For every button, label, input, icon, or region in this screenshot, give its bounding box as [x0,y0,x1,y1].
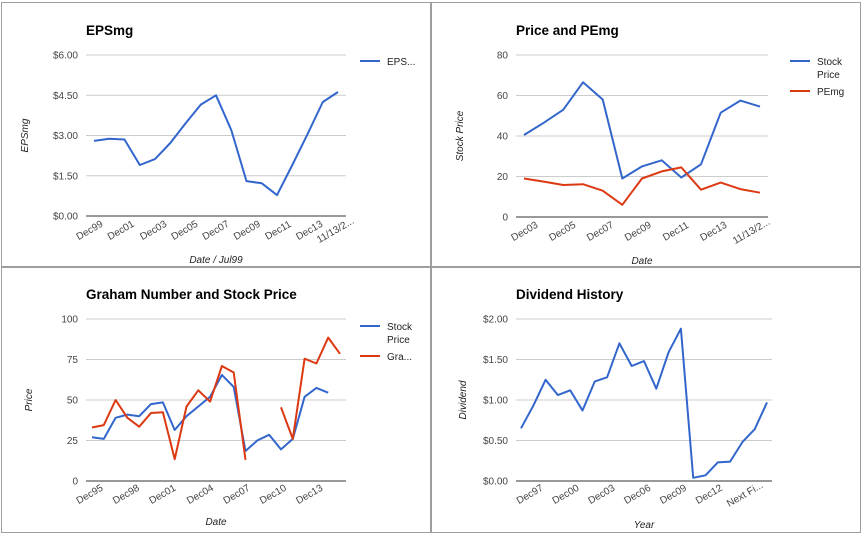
x-tick-label: Dec95 [75,483,106,507]
x-tick-label: Dec97 [515,483,546,507]
x-tick-label: 11/13/2... [731,217,772,247]
x-tick-label: Dec09 [623,220,654,244]
x-tick-label: Dec05 [547,220,578,244]
y-tick-label: $1.00 [483,396,508,407]
y-tick-label: $0.50 [483,436,508,447]
y-axis-title: Dividend [458,380,469,419]
x-tick-label: Dec07 [222,483,253,507]
x-tick-label: Dec11 [661,220,691,244]
y-axis-title: EPSmg [20,118,31,152]
chart-svg: EPSmg $0.00 $1.50 $3.00 $4.50 $6.00 Dec99 Dec01… [20,23,415,266]
y-tick-label: 100 [61,315,78,326]
y-tick-label: $3.00 [53,131,78,142]
x-tick-label: Dec11 [264,219,294,243]
chart-title: Graham Number and Stock Price [86,287,297,302]
x-tick-label: Dec13 [294,483,325,507]
chart-title: EPSmg [86,23,133,38]
y-tick-label: $4.50 [53,91,78,102]
y-tick-label: $0.00 [483,477,508,488]
y-tick-label: 60 [497,91,509,102]
series-line-0 [91,373,329,452]
x-tick-label: Dec03 [587,483,618,507]
x-tick-label: Dec01 [106,219,137,243]
x-axis-title: Date [205,517,227,528]
x-tick-label: Dec09 [232,219,263,243]
eps-chart-panel: EPSmg $0.00 $1.50 $3.00 $4.50 $6.00 Dec99 Dec01… [1,2,431,267]
x-tick-label: Next Fi... [725,480,765,510]
dividend-chart-panel: Dividend History $0.00 $0.50 $1.00 $1.50 $2.0… [431,267,861,533]
y-tick-label: 40 [497,132,509,143]
chart-svg: Price and PEmg 0 20 40 60 80 Dec03 Dec05 Dec07 De… [455,23,844,266]
series-line-1 [523,166,761,206]
x-tick-label: Dec03 [138,219,169,243]
x-tick-label: Dec98 [111,483,142,507]
graham-chart-panel: Graham Number and Stock Price 0 25 50 75 100 D… [1,267,431,533]
x-tick-label: Dec10 [258,483,289,507]
y-axis-title: Stock Price [455,110,466,161]
x-axis-title: Date [631,256,653,266]
x-tick-label: Dec09 [658,483,689,507]
y-tick-label: $0.00 [53,212,78,223]
x-tick-label: Dec99 [75,219,106,243]
legend-label: Stock Price [387,322,413,346]
x-tick-label: Dec03 [510,220,541,244]
x-tick-label: Dec05 [170,219,201,243]
y-tick-label: $6.00 [53,51,78,62]
legend-label: PEmg [817,87,844,98]
y-tick-label: 0 [72,477,78,488]
y-tick-label: $2.00 [483,315,508,326]
x-tick-label: Dec07 [585,220,616,244]
chart-svg: Dividend History $0.00 $0.50 $1.00 $1.50 $2.0… [458,287,772,531]
x-tick-label: Dec06 [622,483,653,507]
x-axis-title: Date / Jul99 [189,255,243,266]
x-tick-label: Dec04 [185,483,216,507]
y-tick-label: 0 [502,213,508,224]
y-axis-title: Price [24,388,35,411]
series-line-1 [91,336,341,461]
series-line-0 [520,327,768,479]
x-tick-label: Dec12 [694,483,725,507]
chart-title: Price and PEmg [516,23,619,38]
x-tick-label: Dec00 [551,483,582,507]
x-tick-label: Dec13 [699,220,730,244]
x-axis-title: Year [634,520,655,531]
legend-label: Gra... [387,352,412,363]
x-tick-label: 11/13/2... [315,216,356,246]
legend-label: EPS... [387,57,415,68]
x-tick-label: Dec01 [147,483,178,507]
y-tick-label: 80 [497,51,509,62]
series-line-0 [93,91,339,197]
y-tick-label: 20 [497,172,509,183]
y-tick-label: 50 [67,396,79,407]
y-tick-label: 25 [67,436,79,447]
price-pe-chart-panel: Price and PEmg 0 20 40 60 80 Dec03 Dec05 Dec07 De… [431,2,861,267]
y-tick-label: $1.50 [483,355,508,366]
chart-svg: Graham Number and Stock Price 0 25 50 75 100 D… [24,287,413,528]
y-tick-label: 75 [67,355,79,366]
chart-title: Dividend History [516,287,624,302]
y-tick-label: $1.50 [53,171,78,182]
x-tick-label: Dec07 [201,219,232,243]
legend-label: Stock Price [817,57,843,81]
series-line-0 [523,81,761,180]
